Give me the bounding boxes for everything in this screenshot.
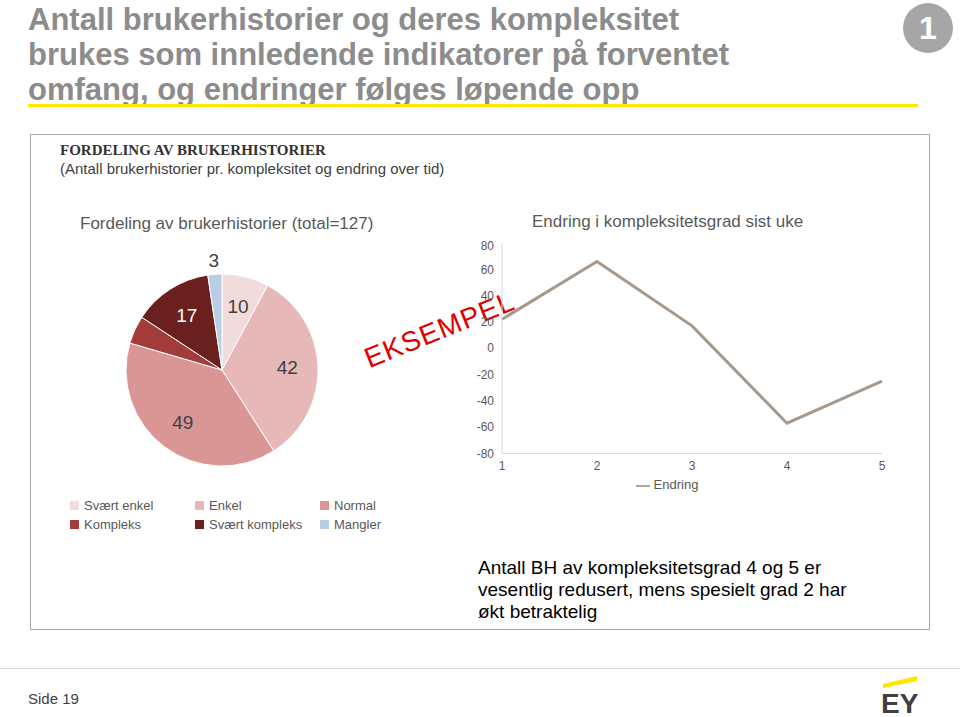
svg-text:EY: EY [881,688,919,716]
svg-text:3: 3 [209,250,220,271]
svg-text:4: 4 [784,459,791,473]
svg-text:2: 2 [594,459,601,473]
svg-text:40: 40 [481,289,495,303]
svg-text:0: 0 [487,341,494,355]
svg-text:-20: -20 [477,368,495,382]
svg-text:-60: -60 [477,420,495,434]
svg-text:20: 20 [481,315,495,329]
svg-text:80: 80 [481,239,495,253]
svg-text:42: 42 [277,357,298,378]
svg-text:49: 49 [172,412,193,433]
svg-text:-40: -40 [477,394,495,408]
svg-text:3: 3 [689,459,696,473]
svg-text:-80: -80 [477,447,495,461]
svg-text:60: 60 [481,263,495,277]
svg-text:17: 17 [176,305,197,326]
svg-text:10: 10 [227,296,248,317]
svg-text:1: 1 [499,459,506,473]
svg-text:5: 5 [879,459,886,473]
